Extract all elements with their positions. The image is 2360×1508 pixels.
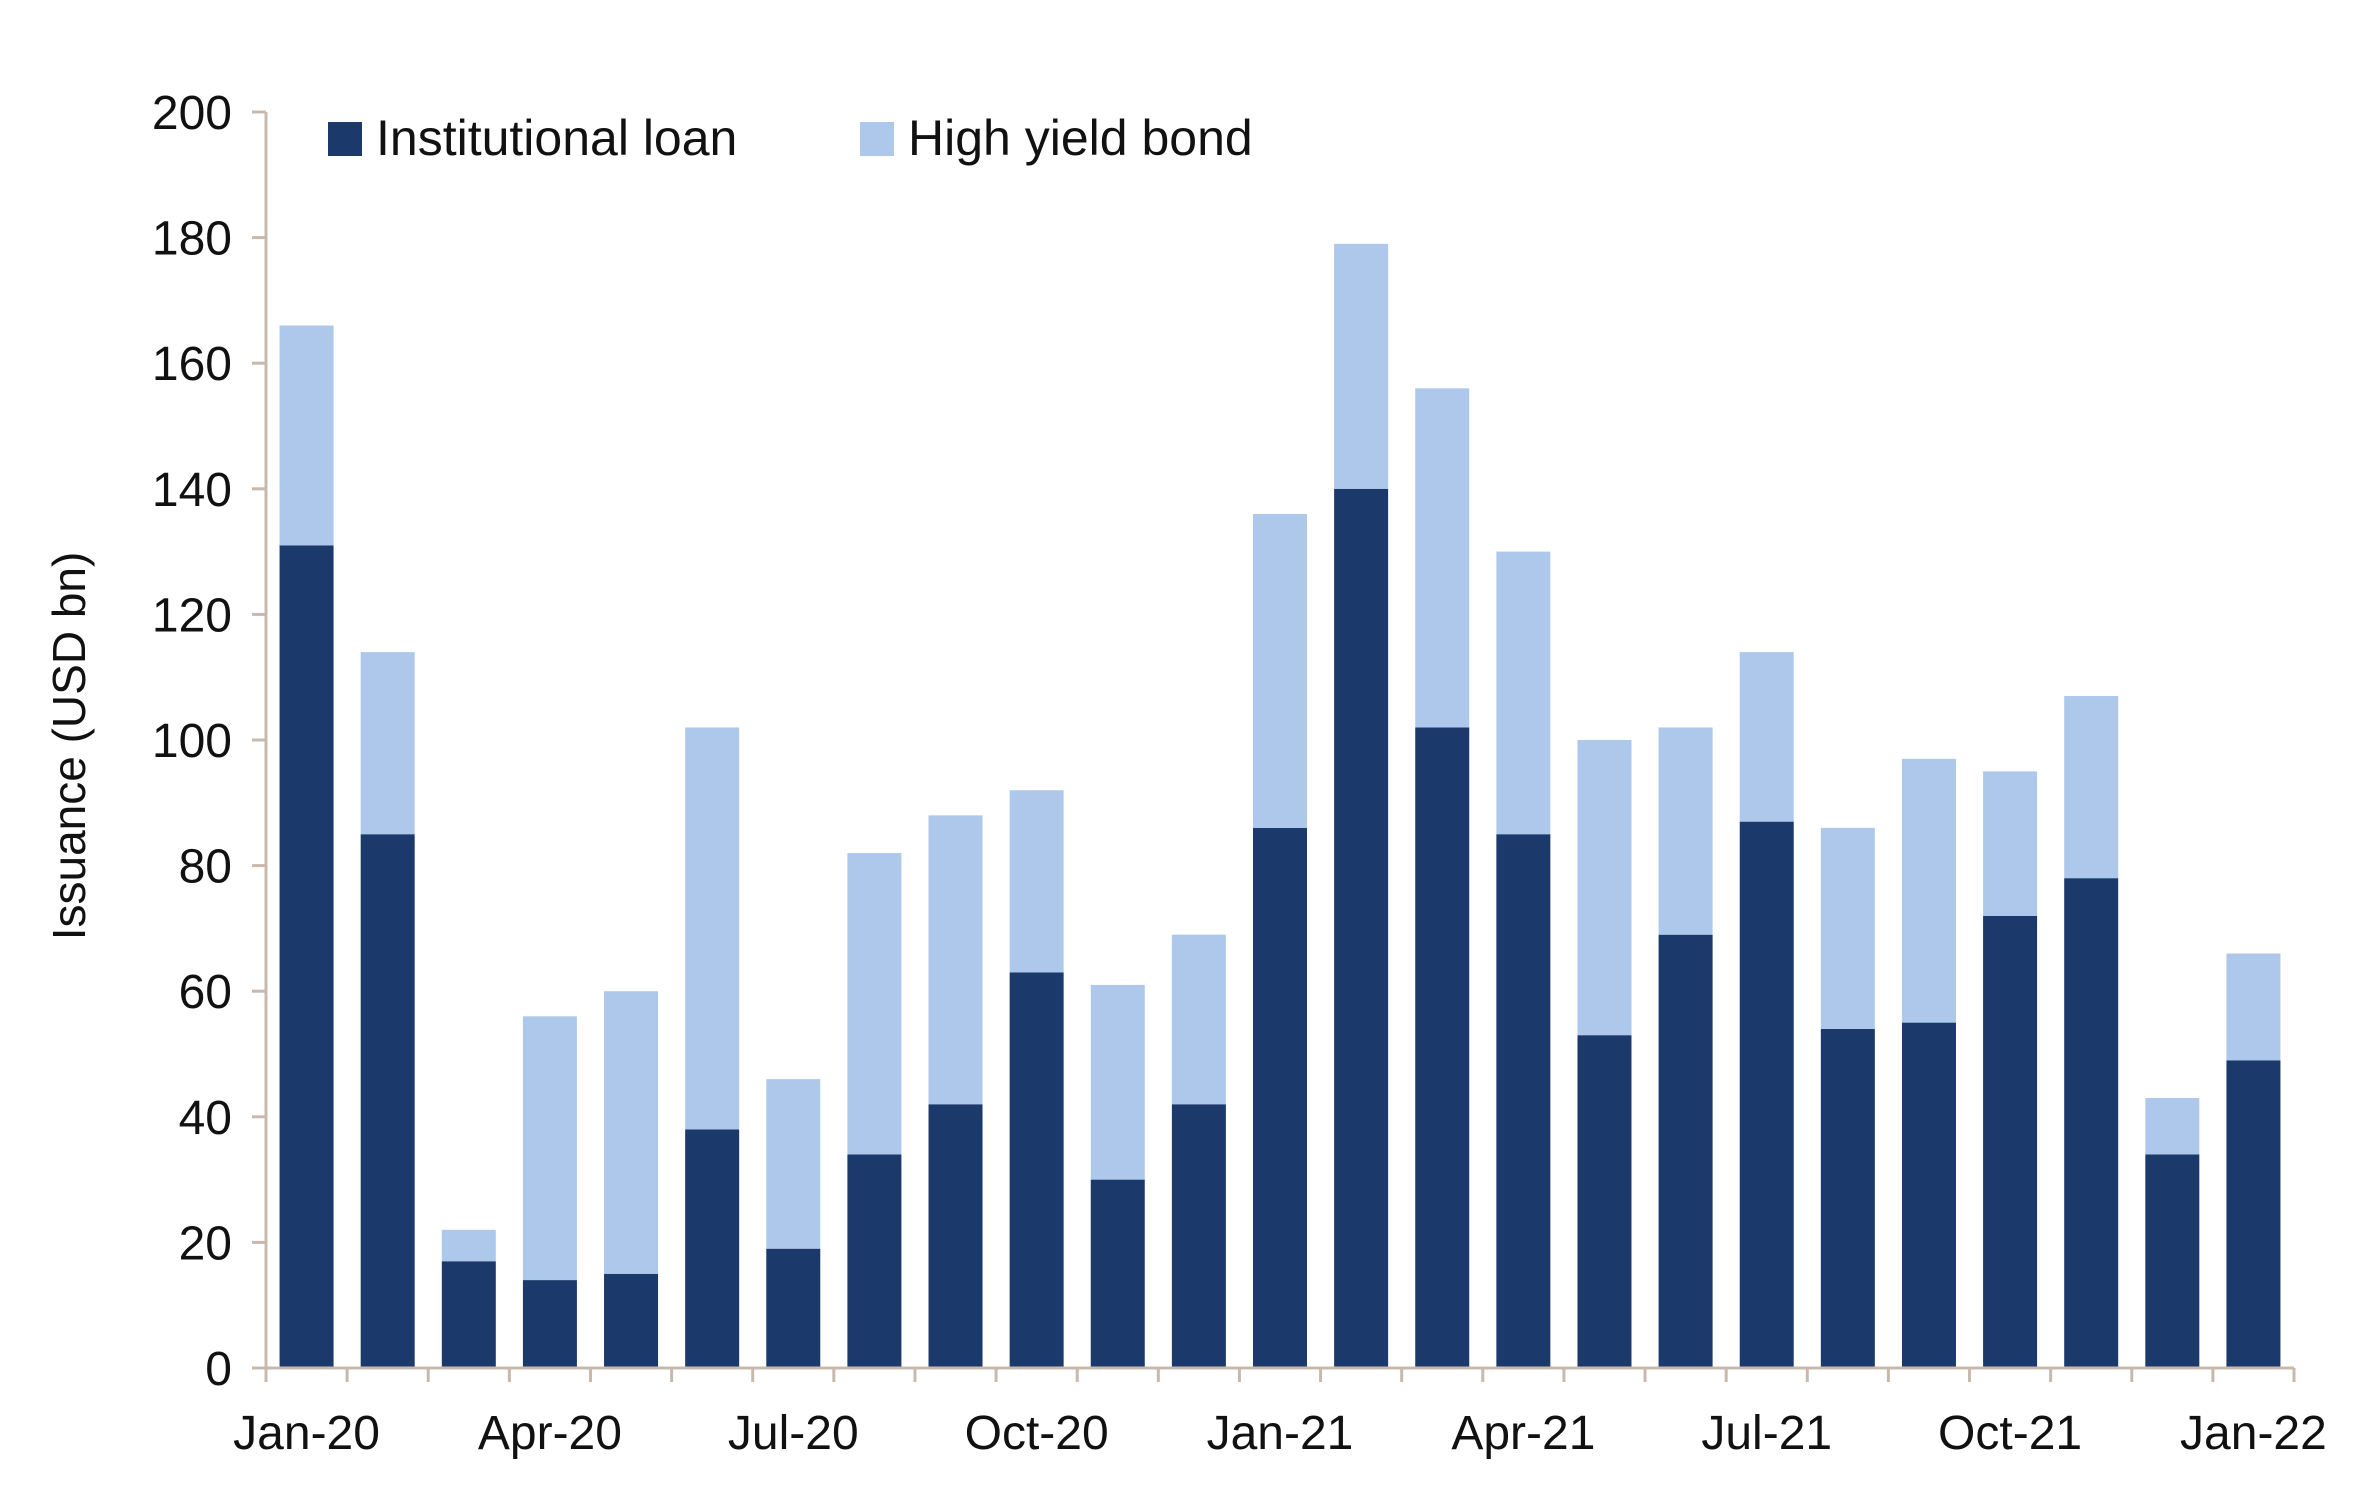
bar-high-yield-bond-aug-21 [1820,827,1875,1029]
y-tick-label-140: 140 [152,464,232,517]
x-tick-label-jan-22: Jan-22 [2180,1407,2327,1460]
bar-institutional-loan-sep-20 [928,1104,983,1368]
y-tick-label-0: 0 [205,1343,232,1396]
bar-high-yield-bond-oct-21 [1983,771,2038,916]
legend-swatch-high-yield-bond [860,122,894,156]
bar-institutional-loan-jan-21 [1253,827,1307,1368]
bar-institutional-loan-jun-20 [685,1129,740,1368]
bar-institutional-loan-jan-20 [279,545,334,1368]
bar-institutional-loan-jun-21 [1658,934,1713,1368]
bar-high-yield-bond-dec-20 [1171,934,1226,1105]
y-tick-label-160: 160 [152,338,232,391]
bar-institutional-loan-feb-20 [360,834,415,1368]
y-axis-title: Issuance (USD bn) [43,552,95,941]
bar-high-yield-bond-jun-21 [1658,727,1713,935]
bar-high-yield-bond-may-21 [1577,740,1632,1036]
bar-institutional-loan-jul-21 [1739,821,1794,1368]
bar-institutional-loan-nov-21 [2064,878,2119,1368]
bar-high-yield-bond-jul-20 [766,1079,821,1249]
bar-high-yield-bond-mar-20 [441,1229,496,1262]
bar-institutional-loan-apr-20 [522,1280,577,1368]
bar-institutional-loan-dec-20 [1171,1104,1226,1368]
bar-institutional-loan-jul-20 [766,1248,821,1368]
legend: Institutional loan High yield bond [328,110,1253,166]
x-tick-label-jan-20: Jan-20 [233,1407,380,1460]
bar-institutional-loan-dec-21 [2145,1154,2200,1368]
bar-institutional-loan-jan-22 [2226,1060,2281,1368]
bar-high-yield-bond-jul-21 [1739,652,1794,822]
x-tick-label-apr-20: Apr-20 [478,1407,622,1460]
bar-high-yield-bond-oct-20 [1009,790,1064,973]
x-tick-label-jul-20: Jul-20 [728,1407,859,1460]
y-tick-label-100: 100 [152,715,232,768]
bar-institutional-loan-may-21 [1577,1035,1632,1368]
bar-institutional-loan-may-20 [604,1273,659,1368]
bar-high-yield-bond-dec-21 [2145,1097,2200,1155]
x-tick-label-jul-21: Jul-21 [1701,1407,1832,1460]
axes-layer [252,110,2296,1382]
bar-high-yield-bond-jun-20 [685,727,740,1130]
bar-high-yield-bond-aug-20 [847,853,902,1155]
legend-label-institutional-loan: Institutional loan [376,110,737,166]
bar-high-yield-bond-feb-21 [1334,243,1389,489]
bar-high-yield-bond-nov-21 [2064,696,2119,879]
bar-high-yield-bond-jan-20 [279,325,334,546]
bar-high-yield-bond-sep-20 [928,815,983,1105]
bar-institutional-loan-nov-20 [1090,1179,1145,1368]
y-tick-label-60: 60 [179,966,232,1019]
bar-high-yield-bond-apr-20 [522,1016,577,1281]
bar-institutional-loan-oct-20 [1009,972,1064,1368]
bar-high-yield-bond-feb-20 [360,652,415,835]
legend-swatch-institutional-loan [328,122,362,156]
x-tick-label-oct-21: Oct-21 [1938,1407,2082,1460]
y-tick-label-20: 20 [179,1217,232,1270]
y-tick-label-80: 80 [179,841,232,894]
bar-high-yield-bond-jan-22 [2226,953,2281,1061]
y-tick-label-180: 180 [152,213,232,266]
bar-institutional-loan-apr-21 [1496,834,1551,1368]
bar-institutional-loan-oct-21 [1983,915,2038,1368]
bar-institutional-loan-mar-21 [1415,727,1470,1368]
bar-institutional-loan-feb-21 [1334,488,1389,1368]
bar-high-yield-bond-apr-21 [1496,551,1551,835]
y-tick-label-200: 200 [152,87,232,140]
x-tick-label-apr-21: Apr-21 [1451,1407,1595,1460]
bar-high-yield-bond-may-20 [604,991,659,1274]
labels-layer: 0 20 40 60 80 100 120 140 160 180 200 Jan-20 Apr-20 J… [43,87,2327,1460]
bar-institutional-loan-aug-20 [847,1154,902,1368]
x-tick-label-jan-21: Jan-21 [1207,1407,1354,1460]
bar-high-yield-bond-jan-21 [1253,513,1307,828]
bar-high-yield-bond-sep-21 [1901,758,1956,1023]
bars-layer [279,243,2281,1368]
bar-institutional-loan-aug-21 [1820,1028,1875,1368]
bar-high-yield-bond-mar-21 [1415,388,1470,728]
bar-institutional-loan-sep-21 [1901,1022,1956,1368]
y-tick-label-120: 120 [152,589,232,642]
legend-label-high-yield-bond: High yield bond [908,110,1253,166]
y-tick-label-40: 40 [179,1092,232,1145]
bar-institutional-loan-mar-20 [441,1261,496,1368]
x-tick-label-oct-20: Oct-20 [965,1407,1109,1460]
bar-high-yield-bond-nov-20 [1090,984,1145,1180]
